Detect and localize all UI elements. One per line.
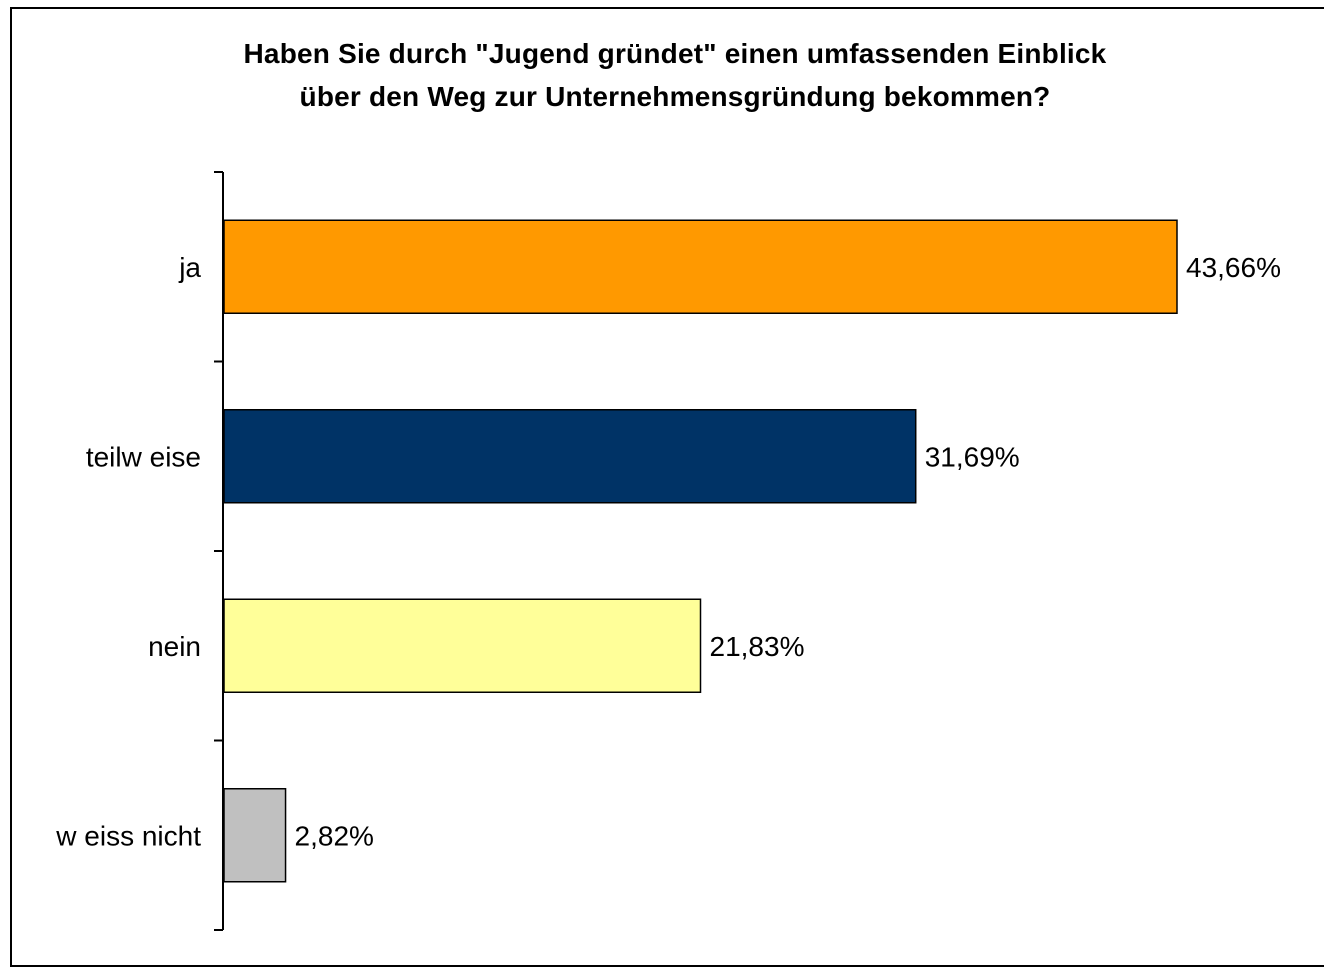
bar-0 xyxy=(223,219,1178,314)
category-label-2: nein xyxy=(148,631,201,662)
value-label-2: 21,83% xyxy=(710,631,805,662)
category-label-0: ja xyxy=(178,252,201,283)
chart-title: Haben Sie durch "Jugend gründet" einen u… xyxy=(0,32,1324,118)
category-label-3: w eiss nicht xyxy=(55,820,201,851)
bar-1 xyxy=(223,409,917,504)
value-label-1: 31,69% xyxy=(925,441,1020,472)
value-label-0: 43,66% xyxy=(1186,252,1281,283)
bar-2 xyxy=(223,598,702,693)
bar-3 xyxy=(223,788,287,883)
chart-title-line-1: Haben Sie durch "Jugend gründet" einen u… xyxy=(243,38,1107,69)
category-label-1: teilw eise xyxy=(86,441,201,472)
chart-title-line-2: über den Weg zur Unternehmensgründung be… xyxy=(299,81,1051,112)
value-label-3: 2,82% xyxy=(295,820,374,851)
